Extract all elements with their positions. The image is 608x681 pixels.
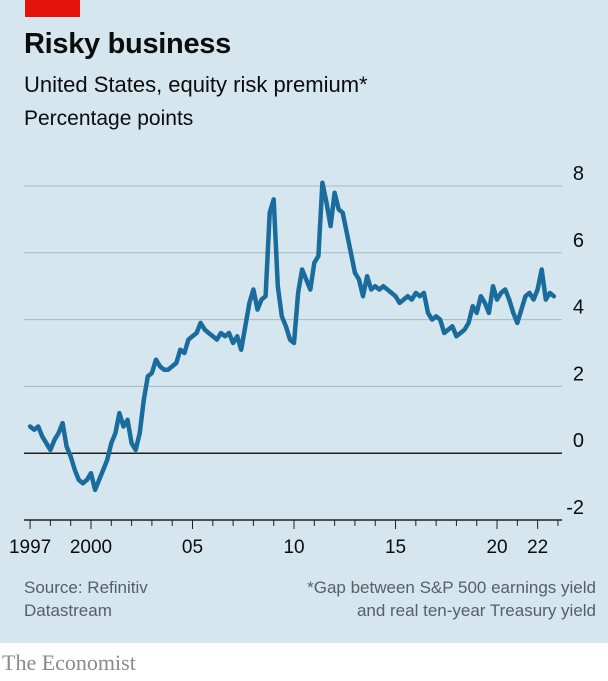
x-tick-label: 10 <box>283 537 304 558</box>
brand-accent-tag <box>25 0 80 17</box>
y-tick-label: 6 <box>573 230 584 252</box>
y-tick-label: 8 <box>573 163 584 185</box>
footnote-line-1: *Gap between S&P 500 earnings yield <box>307 578 596 597</box>
x-axis: 1997 2000 05 10 15 20 22 <box>9 519 562 558</box>
x-tick-label: 20 <box>486 537 507 558</box>
footnote: *Gap between S&P 500 earnings yield and … <box>307 576 596 622</box>
x-tick-label: 2000 <box>70 537 112 558</box>
y-axis-labels: 8 6 4 2 0 -2 <box>566 163 584 519</box>
source-note: Source: Refinitiv Datastream <box>24 576 148 622</box>
gridlines <box>24 185 562 454</box>
economist-brand: The Economist <box>2 650 136 675</box>
footnote-line-2: and real ten-year Treasury yield <box>356 601 596 620</box>
x-tick-label: 1997 <box>9 537 51 558</box>
x-tick-label: 15 <box>385 537 406 558</box>
series-line-equity-risk-premium <box>27 180 557 493</box>
x-tick-label: 22 <box>527 537 548 558</box>
chart-subtitle: United States, equity risk premium* <box>24 72 368 97</box>
chart-title: Risky business <box>24 28 231 60</box>
y-tick-label: 0 <box>573 430 584 452</box>
source-line-1: Source: Refinitiv <box>24 578 148 597</box>
unit-label: Percentage points <box>24 107 194 130</box>
y-tick-label: 2 <box>573 363 584 385</box>
source-line-2: Datastream <box>24 601 112 620</box>
chart-panel <box>0 0 608 643</box>
y-tick-label: -2 <box>566 497 584 519</box>
series-layer <box>27 180 557 493</box>
y-tick-label: 4 <box>573 297 584 319</box>
x-tick-label: 05 <box>182 537 203 558</box>
